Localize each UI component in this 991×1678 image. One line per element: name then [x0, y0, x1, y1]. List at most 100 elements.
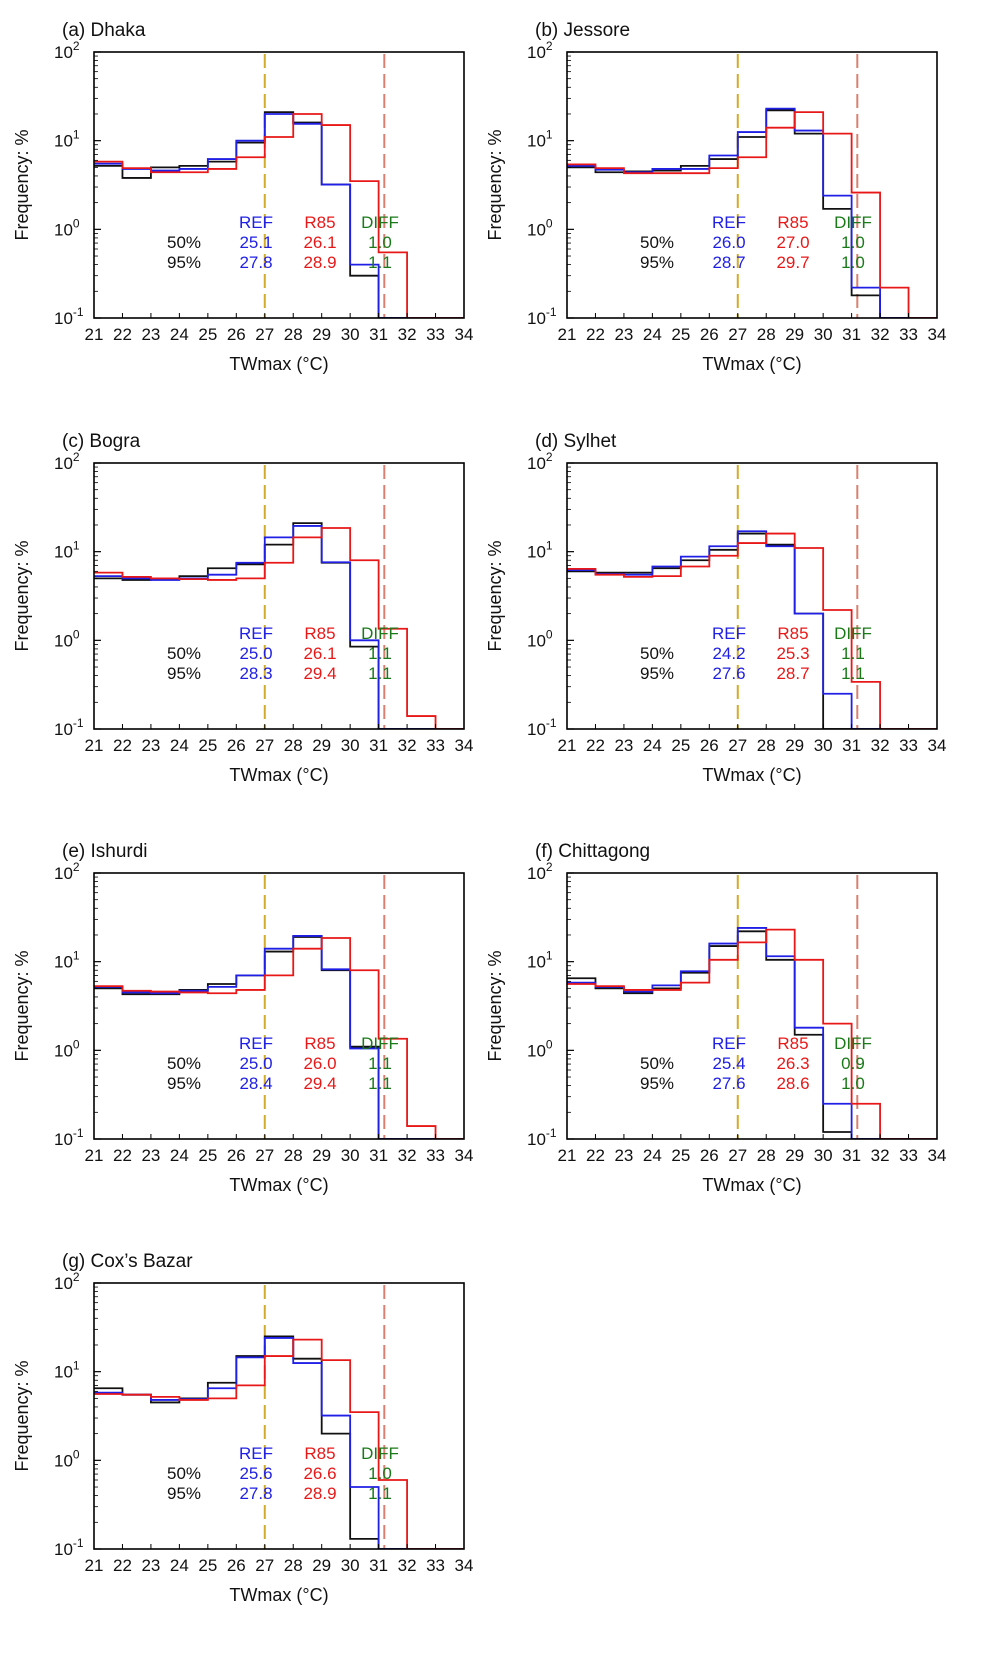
- stat-ref-value: 27.8: [239, 253, 272, 272]
- x-tick-label: 26: [700, 736, 719, 755]
- stat-r85-value: 26.1: [303, 644, 336, 663]
- y-tick-label: 101: [527, 128, 553, 151]
- chart-title: (a) Dhaka: [62, 20, 146, 41]
- stat-diff-value: 1.1: [368, 1054, 392, 1073]
- table-header-diff: DIFF: [361, 624, 399, 643]
- y-tick-base: 10: [527, 1041, 546, 1060]
- y-axis-label: Frequency: %: [12, 1360, 32, 1471]
- x-tick-label: 33: [426, 1146, 445, 1165]
- stat-r85-value: 29.4: [303, 664, 336, 683]
- y-tick-label: 101: [54, 539, 80, 562]
- table-header-r85: R85: [777, 1034, 808, 1053]
- x-tick-label: 32: [871, 1146, 890, 1165]
- x-tick-label: 27: [728, 736, 747, 755]
- y-tick-label: 102: [54, 1270, 80, 1293]
- chart-title: (d) Sylhet: [535, 431, 617, 452]
- table-header-diff: DIFF: [361, 1444, 399, 1463]
- histogram-ref: [94, 1337, 464, 1549]
- y-tick-label: 10-1: [54, 1126, 84, 1149]
- x-axis-label: TWmax (°C): [702, 765, 801, 785]
- table-row-label: 95%: [640, 253, 674, 272]
- y-tick-base: 10: [54, 720, 73, 739]
- y-axis-label: Frequency: %: [485, 540, 505, 651]
- plot-frame: [93, 872, 465, 1140]
- y-tick-base: 10: [527, 631, 546, 650]
- x-axis-label: TWmax (°C): [702, 354, 801, 374]
- table-header-r85: R85: [304, 1034, 335, 1053]
- y-tick-base: 10: [527, 43, 546, 62]
- histogram-ref: [567, 530, 937, 729]
- y-tick-base: 10: [527, 1130, 546, 1149]
- x-tick-label: 25: [198, 1556, 217, 1575]
- stat-diff-value: 1.1: [841, 664, 865, 683]
- x-tick-label: 24: [643, 736, 662, 755]
- x-tick-label: 28: [757, 1146, 776, 1165]
- table-row-label: 95%: [167, 1484, 201, 1503]
- y-tick-exponent: 2: [73, 450, 80, 464]
- x-tick-label: 25: [198, 736, 217, 755]
- x-tick-label: 23: [141, 736, 160, 755]
- x-tick-label: 27: [728, 325, 747, 344]
- x-tick-label: 21: [85, 325, 104, 344]
- histogram-obs: [94, 1335, 464, 1549]
- x-tick-label: 24: [170, 1556, 189, 1575]
- histogram-ref: [567, 107, 937, 318]
- x-tick-label: 31: [369, 1556, 388, 1575]
- histogram-r85: [567, 928, 937, 1139]
- stat-r85-value: 26.1: [303, 233, 336, 252]
- y-tick-base: 10: [54, 220, 73, 239]
- y-tick-label: 10-1: [527, 1126, 557, 1149]
- x-tick-label: 28: [284, 1146, 303, 1165]
- y-tick-exponent: 2: [73, 39, 80, 53]
- x-tick-label: 27: [255, 736, 274, 755]
- x-axis-label: TWmax (°C): [229, 765, 328, 785]
- chart-title: (b) Jessore: [535, 20, 630, 41]
- x-tick-label: 33: [426, 325, 445, 344]
- x-tick-label: 25: [198, 1146, 217, 1165]
- histogram-r85: [567, 111, 937, 318]
- y-tick-exponent: 2: [73, 860, 80, 874]
- stat-diff-value: 1.1: [368, 1074, 392, 1093]
- y-tick-label: 100: [54, 1447, 80, 1470]
- y-tick-base: 10: [54, 309, 73, 328]
- y-tick-base: 10: [54, 1540, 73, 1559]
- y-tick-exponent: -1: [73, 1536, 84, 1550]
- stat-diff-value: 1.0: [368, 1464, 392, 1483]
- y-tick-label: 102: [527, 39, 553, 62]
- x-tick-label: 21: [85, 1146, 104, 1165]
- y-tick-exponent: 0: [546, 216, 553, 230]
- y-tick-base: 10: [54, 631, 73, 650]
- histogram-ref: [94, 935, 464, 1139]
- table-row-label: 50%: [640, 644, 674, 663]
- x-tick-label: 34: [455, 736, 474, 755]
- y-tick-exponent: 1: [73, 949, 80, 963]
- table-row-label: 50%: [640, 233, 674, 252]
- histogram-ref: [567, 927, 937, 1139]
- y-tick-exponent: 1: [73, 1359, 80, 1373]
- stat-r85-value: 26.3: [776, 1054, 809, 1073]
- table-header-ref: REF: [239, 213, 273, 232]
- stat-diff-value: 1.0: [368, 233, 392, 252]
- stat-r85-value: 25.3: [776, 644, 809, 663]
- y-tick-base: 10: [54, 1130, 73, 1149]
- y-tick-base: 10: [54, 1363, 73, 1382]
- x-tick-label: 24: [643, 325, 662, 344]
- stat-ref-value: 28.3: [239, 664, 272, 683]
- y-tick-exponent: -1: [546, 1126, 557, 1140]
- x-tick-label: 29: [312, 736, 331, 755]
- x-tick-label: 32: [398, 1146, 417, 1165]
- x-tick-label: 31: [842, 325, 861, 344]
- x-tick-label: 23: [141, 325, 160, 344]
- x-tick-label: 26: [227, 1146, 246, 1165]
- stat-r85-value: 27.0: [776, 233, 809, 252]
- x-tick-label: 23: [141, 1556, 160, 1575]
- y-tick-exponent: 0: [73, 627, 80, 641]
- stat-ref-value: 27.8: [239, 1484, 272, 1503]
- x-tick-label: 34: [928, 1146, 947, 1165]
- y-tick-exponent: 0: [546, 1037, 553, 1051]
- y-tick-base: 10: [54, 1451, 73, 1470]
